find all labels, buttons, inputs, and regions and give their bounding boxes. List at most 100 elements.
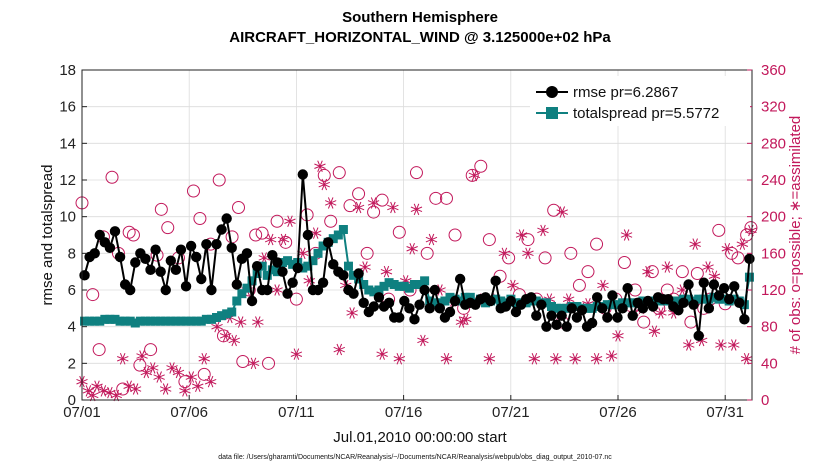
rmse-point xyxy=(526,292,537,303)
obs-possible-marker xyxy=(86,288,100,302)
totalspread-point xyxy=(481,298,491,308)
left-axis-ticks: 0 2 4 6 8 10 12 14 16 18 xyxy=(59,62,87,409)
obs-possible-marker xyxy=(178,375,192,389)
obs-possible-marker xyxy=(538,251,552,265)
obs-possible-marker xyxy=(590,237,604,251)
totalspread-point xyxy=(161,316,171,326)
totalspread-point xyxy=(582,303,592,313)
obs-assimilated-marker xyxy=(689,238,701,250)
y2-tick-label: 360 xyxy=(761,62,786,79)
obs-assimilated-marker xyxy=(522,247,534,260)
rmse-point xyxy=(622,282,633,294)
rmse-point xyxy=(109,226,121,237)
rmse-point xyxy=(678,297,689,309)
totalspread-point xyxy=(557,303,567,313)
rmse-point xyxy=(607,290,618,301)
rmse-point xyxy=(586,317,598,329)
rmse-point xyxy=(576,304,588,316)
obs-assimilated-marker xyxy=(82,385,95,397)
right-axis-ticks: 0 40 80 120 160 200 240 280 320 360 xyxy=(747,62,786,409)
totalspread-point xyxy=(242,283,252,293)
rmse-point xyxy=(312,284,324,296)
obs-possible-marker xyxy=(617,256,631,269)
obs-assimilated-marker xyxy=(198,353,210,365)
obs-assimilated-marker xyxy=(455,316,468,328)
rmse-point xyxy=(637,303,649,314)
totalspread-point xyxy=(399,281,409,291)
obs-assimilated-marker xyxy=(140,366,153,379)
legend: rmse pr=6.2867 totalspread pr=5.5772 xyxy=(530,76,750,126)
rmse-point xyxy=(114,251,126,263)
rmse-point xyxy=(155,266,166,277)
obs-possible-marker xyxy=(360,246,374,260)
obs-possible-marker xyxy=(690,267,704,280)
obs-assimilated-marker xyxy=(410,203,423,216)
obs-assimilated-marker xyxy=(185,371,198,383)
rmse-point xyxy=(708,279,720,290)
rmse-point xyxy=(404,303,415,314)
obs-assimilated-marker xyxy=(582,298,594,310)
totalspread-point xyxy=(166,316,176,326)
rmse-point xyxy=(561,321,572,332)
totalspread-point xyxy=(359,280,369,289)
totalspread-point xyxy=(333,230,343,240)
rmse-point xyxy=(409,314,420,325)
obs-assimilated-marker xyxy=(159,383,172,395)
obs-assimilated-marker xyxy=(303,275,315,287)
legend-rmse-label: rmse pr=6.2867 xyxy=(573,84,678,101)
rmse-point xyxy=(282,288,293,299)
obs-assimilated-marker xyxy=(247,357,260,370)
rmse-point xyxy=(673,304,684,316)
rmse-point xyxy=(201,238,212,250)
obs-assimilated-marker xyxy=(219,330,232,342)
totalspread-point xyxy=(206,314,216,324)
obs-assimilated-marker xyxy=(117,353,129,365)
totalspread-point xyxy=(445,292,455,302)
legend-rmse-marker xyxy=(546,86,558,98)
rmse-point xyxy=(713,290,725,301)
totalspread-point xyxy=(80,316,90,326)
obs-assimilated-marker xyxy=(556,206,568,218)
obs-possible-marker xyxy=(161,221,175,235)
rmse-point xyxy=(145,264,156,276)
totalspread-point xyxy=(496,296,506,306)
totalspread-point xyxy=(364,285,374,295)
rmse-point xyxy=(196,273,207,285)
obs-possible-marker xyxy=(645,265,659,279)
rmse-point xyxy=(160,284,171,296)
rmse-point xyxy=(180,281,192,292)
obs-assimilated-marker xyxy=(406,243,418,255)
obs-possible-marker xyxy=(232,201,246,214)
totalspread-point xyxy=(602,300,612,310)
obs-assimilated-marker xyxy=(569,353,581,365)
obs-assimilated-marker xyxy=(211,320,223,333)
rmse-point xyxy=(277,266,288,277)
obs-assimilated-marker xyxy=(87,389,99,402)
y2-tick-label: 240 xyxy=(761,172,786,189)
rmse-point xyxy=(170,264,182,276)
totalspread-point xyxy=(592,302,602,311)
rmse-point xyxy=(104,242,116,254)
rmse-point xyxy=(226,242,237,254)
obs-assimilated-marker xyxy=(612,330,624,342)
totalspread-point xyxy=(318,241,328,251)
totalspread-point xyxy=(130,318,140,328)
obs-assimilated-marker xyxy=(136,350,148,362)
obs-assimilated-marker xyxy=(695,334,708,347)
rmse-point xyxy=(693,330,704,342)
y2-tick-label: 0 xyxy=(761,392,769,409)
obs-assimilated-marker xyxy=(537,224,549,237)
totalspread-point xyxy=(612,300,622,310)
obs-possible-marker xyxy=(521,233,535,247)
totalspread-point xyxy=(435,298,445,308)
obs-assimilated-marker xyxy=(314,160,326,172)
totalspread-point xyxy=(308,256,318,266)
obs-possible-marker xyxy=(581,265,595,279)
obs-possible-marker xyxy=(217,329,231,343)
rmse-point xyxy=(394,312,405,323)
rmse-point xyxy=(627,310,638,321)
rmse-point xyxy=(272,257,283,268)
obs-assimilated-marker xyxy=(346,307,358,319)
obs-assimilated-marker xyxy=(400,275,412,287)
totalspread-point xyxy=(288,259,298,269)
